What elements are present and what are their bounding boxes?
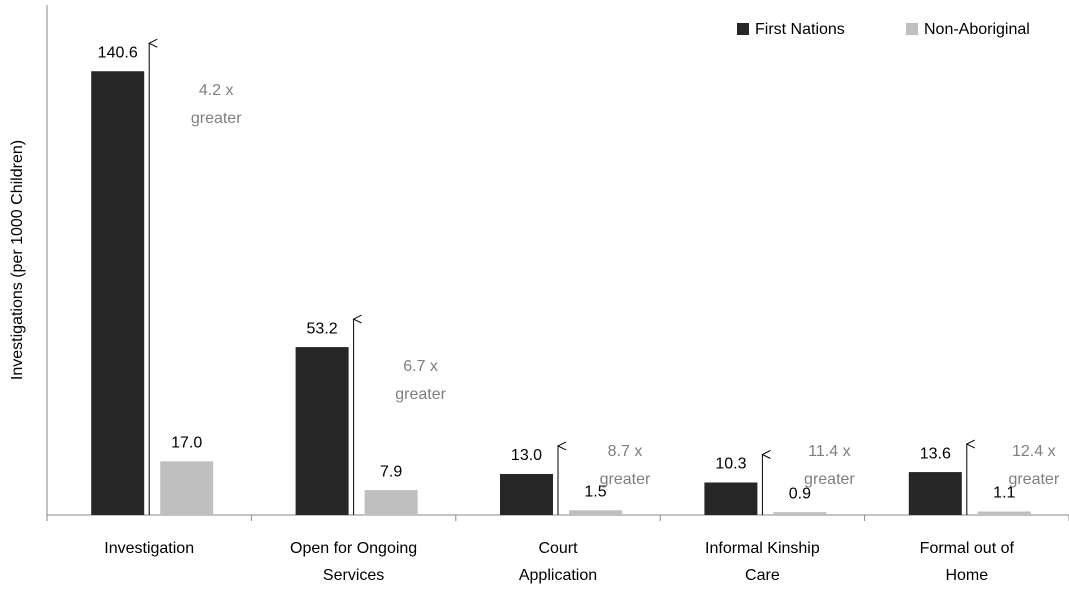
bar: [908, 472, 962, 515]
bar: [295, 347, 349, 515]
value-label: 1.5: [584, 483, 606, 500]
value-label: 17.0: [171, 435, 202, 452]
annotation: 4.2 x greater: [190, 82, 242, 128]
legend-swatch: [906, 23, 918, 35]
bar: [500, 473, 553, 515]
value-label: 0.9: [789, 485, 811, 502]
value-label: 53.2: [307, 320, 338, 337]
value-label: 13.0: [511, 447, 542, 464]
annotation: 8.7 x greater: [599, 443, 651, 488]
bar: [91, 71, 145, 515]
y-axis-label: Investigations (per 1000 Children): [9, 140, 26, 380]
x-tick-label: Investigation: [104, 540, 195, 557]
value-label: 10.3: [715, 456, 746, 473]
value-label: 140.6: [98, 44, 138, 61]
x-tick-label: Formal out of Home Placement: [919, 540, 1014, 584]
bar: [569, 510, 622, 515]
bar: [773, 512, 827, 515]
legend-label: Non-Aboriginal: [924, 21, 1030, 38]
x-tick-label: Open for Ongoing Services: [289, 540, 418, 584]
annotation: 6.7 x greater: [395, 358, 446, 404]
bar: [364, 490, 418, 515]
bar: [704, 482, 758, 515]
value-label: 1.1: [993, 485, 1015, 502]
annotation: 11.4 x greater: [804, 443, 855, 488]
annotation: 12.4 x greater: [1008, 443, 1060, 488]
x-tick-label: Informal Kinship Care: [705, 540, 820, 584]
bar: [160, 461, 214, 515]
bar: [977, 511, 1031, 515]
value-label: 13.6: [920, 445, 951, 462]
x-tick-label: Court Application: [518, 540, 598, 584]
legend-label: First Nations: [755, 21, 845, 38]
value-label: 7.9: [380, 463, 402, 480]
legend-swatch: [737, 23, 749, 35]
